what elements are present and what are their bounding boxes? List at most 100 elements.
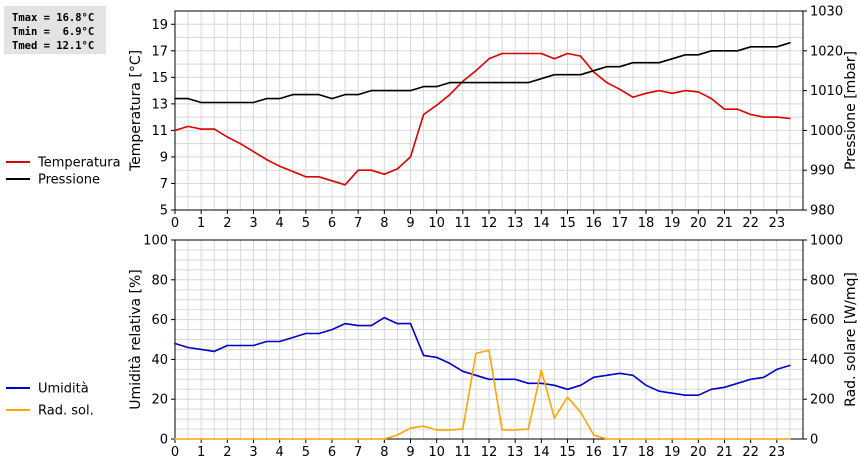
- top-x-tick-label: 19: [664, 216, 681, 231]
- umidit-point: [671, 392, 673, 395]
- umidit-point: [645, 384, 647, 387]
- umidit-point: [239, 344, 242, 347]
- umidit-point: [213, 350, 216, 353]
- bottom-y-left-tick-label: 0: [160, 433, 168, 448]
- temperatura-point: [475, 69, 477, 72]
- umidit-point: [553, 384, 556, 387]
- bottom-x-tick-label: 6: [328, 445, 336, 460]
- rad-sol-point: [383, 438, 386, 440]
- pressione-point: [606, 65, 608, 68]
- umidit-point: [723, 386, 726, 389]
- temperatura-legend-label: Temperatura: [37, 156, 121, 171]
- tmed-text: Tmed = 12.1°C: [12, 40, 95, 52]
- temperatura-point: [187, 125, 189, 128]
- temperatura-point: [239, 142, 242, 145]
- rad-sol-point: [645, 438, 647, 440]
- bottom-x-tick-label: 16: [585, 445, 602, 460]
- bottom-y-right-tick-label: 400: [810, 353, 835, 368]
- rad-sol-point: [462, 428, 464, 430]
- temperatura-point: [527, 52, 530, 55]
- umidit-point: [318, 332, 320, 335]
- temperatura-point: [396, 168, 399, 170]
- rad-sol-point: [370, 438, 373, 440]
- umidit-line: [174, 316, 791, 397]
- temperatura-point: [383, 173, 386, 175]
- temperatura-point: [200, 128, 202, 130]
- pressione-point: [344, 93, 346, 96]
- rad-sol-point: [789, 438, 791, 440]
- bottom-x-tick-label: 18: [638, 445, 655, 460]
- pressione-point: [514, 81, 516, 84]
- top-y-left-tick-label: 9: [160, 150, 168, 165]
- bottom-x-tick-label: 8: [380, 445, 388, 460]
- rad-sol-point: [553, 417, 556, 419]
- umidit-point: [501, 378, 503, 381]
- bottom-x-tick-label: 4: [276, 445, 284, 460]
- temperatura-point: [318, 176, 320, 178]
- bottom-y-left-tick-label: 40: [151, 353, 168, 368]
- top-y-left-tick-label: 15: [151, 71, 168, 86]
- top-x-tick-label: 1: [197, 216, 205, 231]
- bottom-x-tick-label: 13: [507, 445, 524, 460]
- pressione-point: [684, 54, 687, 56]
- umidit-point: [226, 344, 229, 347]
- bottom-x-tick-label: 9: [406, 445, 414, 460]
- bottom-y-left-tick-label: 20: [151, 393, 168, 408]
- temperatura-point: [645, 92, 647, 95]
- temperatura-point: [449, 93, 451, 96]
- rad-sol-point: [265, 438, 268, 440]
- temperatura-point: [619, 88, 621, 91]
- bottom-x-tick-label: 15: [559, 445, 576, 460]
- top-y-left-tick-label: 19: [151, 18, 168, 33]
- bottom-y-left-tick-label: 60: [151, 313, 168, 328]
- pressione-point: [383, 89, 386, 92]
- rad-sol-point: [749, 438, 752, 440]
- temperatura-point: [632, 96, 634, 98]
- temperatura-point: [422, 113, 425, 116]
- umidit-point: [592, 376, 595, 379]
- pressione-point: [292, 93, 294, 96]
- top-y-right-tick-label: 980: [810, 204, 835, 219]
- pressione-point: [776, 46, 778, 48]
- rad-sol-point: [592, 434, 595, 436]
- rad-sol-point: [331, 438, 333, 440]
- temperatura-line: [174, 52, 790, 186]
- rad-sol-point: [449, 429, 451, 431]
- umidit-legend-label: Umidità: [38, 382, 89, 397]
- umidit-point: [527, 382, 530, 385]
- temperatura-point: [305, 176, 307, 178]
- temperatura-point: [723, 108, 726, 110]
- bottom-y-left-label: Umidità relativa [%]: [128, 269, 144, 410]
- pressione-point: [318, 93, 320, 96]
- rad-sol-point: [710, 438, 713, 440]
- bottom-x-tick-label: 11: [455, 445, 472, 460]
- umidit-point: [265, 340, 268, 343]
- top-x-tick-label: 16: [585, 216, 602, 231]
- rad-sol-point: [579, 411, 582, 413]
- rad-sol-point: [671, 438, 673, 440]
- rad-sol-point: [619, 438, 621, 440]
- pressione-point: [527, 81, 530, 84]
- umidit-point: [187, 346, 189, 349]
- umidit-point: [331, 328, 333, 331]
- pressione-point: [409, 89, 412, 92]
- umidit-point: [566, 388, 569, 391]
- umidit-point: [252, 344, 255, 347]
- top-x-tick-label: 0: [171, 216, 179, 231]
- rad-sol-point: [697, 438, 700, 440]
- top-x-tick-label: 17: [612, 216, 629, 231]
- pressione-point: [187, 97, 189, 100]
- umidit-point: [710, 388, 713, 391]
- temperatura-point: [292, 170, 294, 173]
- umidit-point: [449, 362, 451, 365]
- pressione-point: [789, 42, 791, 44]
- temperatura-point: [710, 97, 713, 100]
- pressione-point: [305, 93, 307, 96]
- umidit-point: [749, 378, 752, 381]
- pressione-point: [357, 93, 360, 96]
- top-x-tick-label: 21: [716, 216, 733, 231]
- rad-sol-point: [736, 438, 739, 440]
- rad-sol-point: [422, 425, 425, 427]
- rad-sol-point: [435, 429, 438, 431]
